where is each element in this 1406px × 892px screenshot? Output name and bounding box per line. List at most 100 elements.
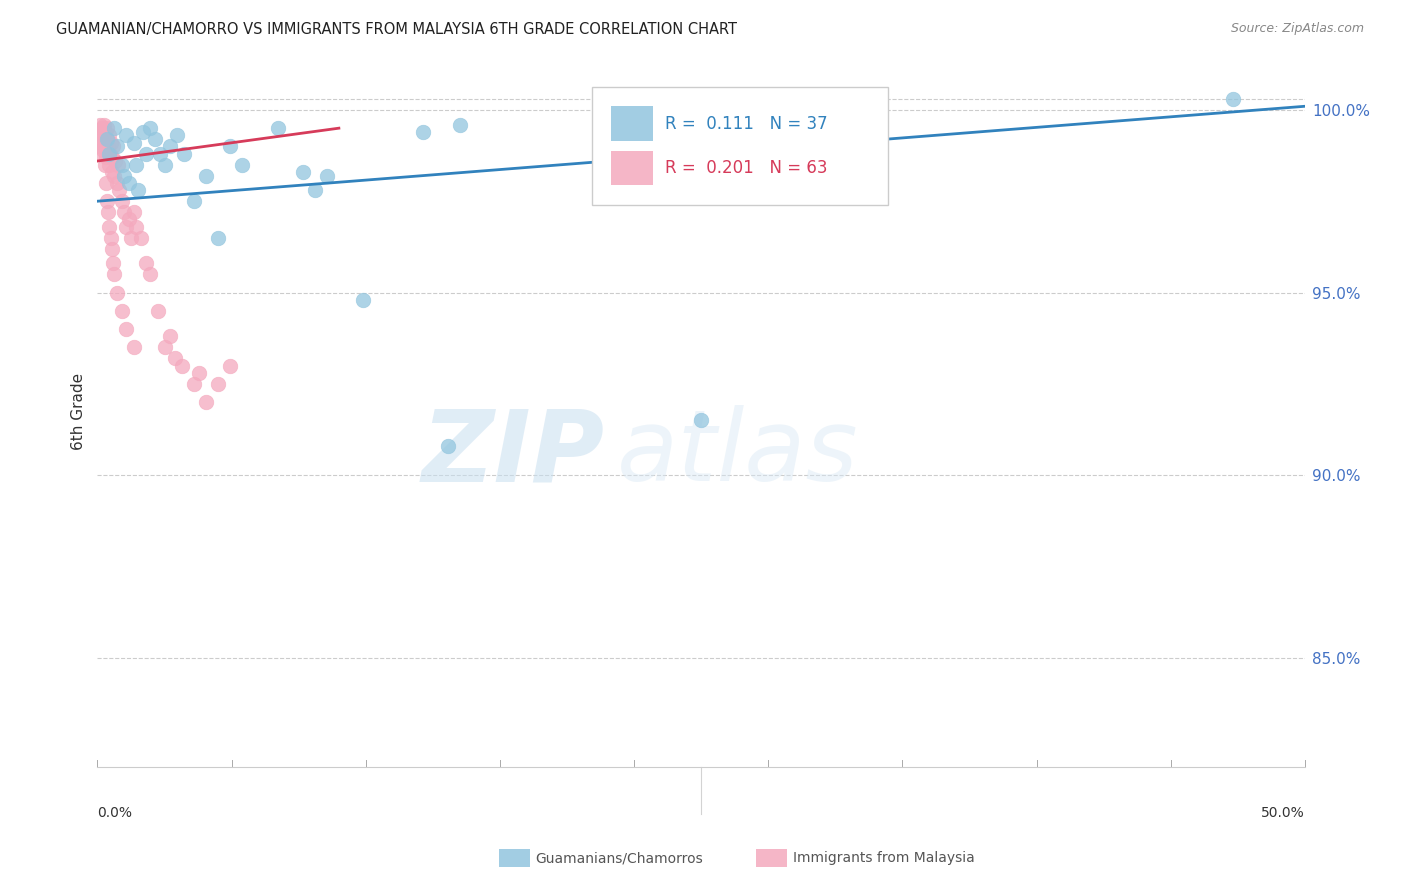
Text: GUAMANIAN/CHAMORRO VS IMMIGRANTS FROM MALAYSIA 6TH GRADE CORRELATION CHART: GUAMANIAN/CHAMORRO VS IMMIGRANTS FROM MA… <box>56 22 737 37</box>
Point <box>115 219 138 234</box>
Point <box>96 194 118 209</box>
Text: R =  0.201   N = 63: R = 0.201 N = 63 <box>665 160 827 178</box>
Point <box>110 158 132 172</box>
Text: R =  0.111   N = 37: R = 0.111 N = 37 <box>665 114 828 133</box>
Point <box>97 205 120 219</box>
Point <box>105 176 128 190</box>
Point <box>118 212 141 227</box>
Point <box>105 139 128 153</box>
Point <box>352 293 374 307</box>
Point <box>89 125 111 139</box>
Point <box>149 146 172 161</box>
Point <box>122 136 145 150</box>
Point <box>108 183 131 197</box>
Bar <box>610 106 652 141</box>
Point <box>115 128 138 143</box>
Point <box>96 132 118 146</box>
Point <box>112 205 135 219</box>
Point <box>132 125 155 139</box>
Point <box>135 256 157 270</box>
Point <box>93 158 115 172</box>
Point <box>170 359 193 373</box>
Point <box>103 169 125 183</box>
Text: Source: ZipAtlas.com: Source: ZipAtlas.com <box>1230 22 1364 36</box>
Point <box>100 231 122 245</box>
Point <box>98 219 121 234</box>
Text: ZIP: ZIP <box>422 406 605 502</box>
Point <box>125 158 148 172</box>
Point <box>101 242 124 256</box>
Point <box>127 183 149 197</box>
Point <box>110 194 132 209</box>
Point <box>94 176 117 190</box>
Point <box>122 340 145 354</box>
Text: 50.0%: 50.0% <box>1261 806 1305 821</box>
Point <box>91 143 114 157</box>
Point <box>315 169 337 183</box>
Point <box>129 231 152 245</box>
Point <box>153 158 176 172</box>
Point <box>96 132 118 146</box>
Point <box>112 169 135 183</box>
Point <box>90 146 112 161</box>
Text: 0.0%: 0.0% <box>97 806 132 821</box>
Point <box>97 128 120 143</box>
Text: Immigrants from Malaysia: Immigrants from Malaysia <box>793 851 974 865</box>
Point <box>101 165 124 179</box>
Point <box>231 158 253 172</box>
Point <box>93 118 115 132</box>
Point <box>103 267 125 281</box>
Point <box>412 125 434 139</box>
Point <box>122 205 145 219</box>
Text: Guamanians/Chamorros: Guamanians/Chamorros <box>536 851 703 865</box>
Text: atlas: atlas <box>617 406 858 502</box>
Point <box>207 231 229 245</box>
Point <box>89 118 111 132</box>
Point <box>94 125 117 139</box>
Point <box>183 376 205 391</box>
Point <box>96 146 118 161</box>
Point <box>146 303 169 318</box>
Point <box>143 132 166 146</box>
Point <box>159 139 181 153</box>
Point <box>96 121 118 136</box>
Point <box>91 121 114 136</box>
Point <box>104 154 127 169</box>
Point <box>166 128 188 143</box>
Point <box>159 329 181 343</box>
Point <box>219 139 242 153</box>
Point <box>219 359 242 373</box>
Point <box>304 183 326 197</box>
Point <box>183 194 205 209</box>
Point <box>107 158 129 172</box>
Point <box>195 169 218 183</box>
Point <box>105 285 128 300</box>
Point <box>93 121 115 136</box>
Point <box>120 231 142 245</box>
Point <box>163 351 186 366</box>
Point <box>118 176 141 190</box>
Point <box>93 139 115 153</box>
Point <box>135 146 157 161</box>
FancyBboxPatch shape <box>592 87 889 204</box>
Point <box>100 136 122 150</box>
Point <box>98 158 121 172</box>
Point <box>101 256 124 270</box>
Point <box>436 439 458 453</box>
Point <box>139 267 162 281</box>
Point <box>110 303 132 318</box>
Point <box>593 176 616 190</box>
Point <box>90 136 112 150</box>
Point <box>1222 92 1244 106</box>
Point <box>101 150 124 164</box>
Point <box>87 132 110 146</box>
Point <box>89 139 111 153</box>
Point <box>153 340 176 354</box>
Point <box>173 146 195 161</box>
Point <box>125 219 148 234</box>
Point <box>690 413 713 427</box>
Point <box>93 128 115 143</box>
Point <box>449 118 471 132</box>
Point <box>267 121 290 136</box>
Point <box>103 121 125 136</box>
